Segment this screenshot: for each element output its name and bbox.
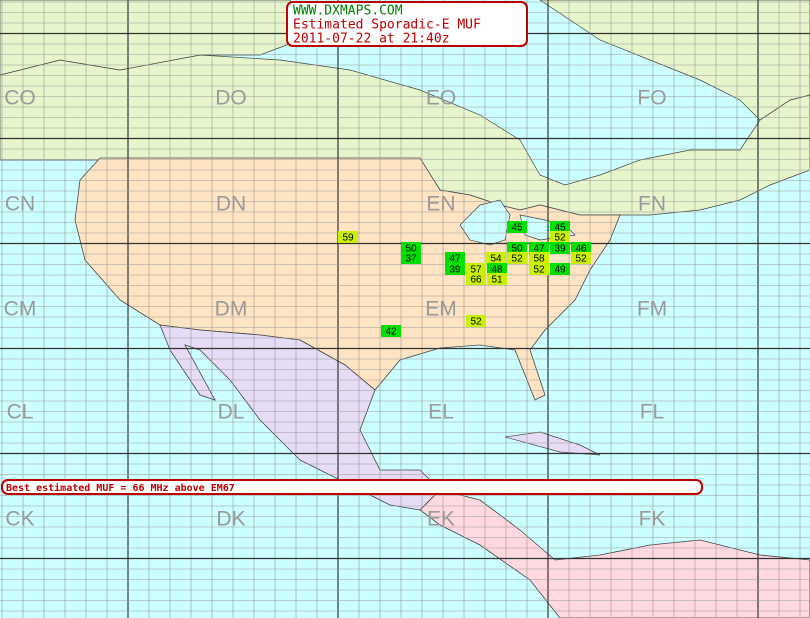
muf-value: 52 xyxy=(554,233,566,244)
muf-box xyxy=(529,252,549,264)
muf-box xyxy=(550,231,570,243)
grid-square-label: EK xyxy=(427,508,455,531)
header-box xyxy=(286,1,528,47)
muf-value: 50 xyxy=(405,244,417,255)
banner-box xyxy=(1,479,703,495)
muf-value: 52 xyxy=(511,254,523,265)
muf-box xyxy=(381,325,401,337)
muf-value: 39 xyxy=(449,265,461,276)
grid-square-label: FM xyxy=(637,298,667,321)
grid-square-label: CK xyxy=(5,508,34,531)
grid-square-label: CN xyxy=(5,193,35,216)
muf-box xyxy=(571,242,591,254)
muf-value: 50 xyxy=(511,244,523,255)
grid-square-label: DO xyxy=(215,87,247,110)
muf-box xyxy=(466,263,486,275)
muf-box xyxy=(445,263,465,275)
muf-box xyxy=(550,221,570,233)
muf-value: 66 xyxy=(470,275,482,286)
header-line: Estimated Sporadic-E MUF xyxy=(293,18,481,33)
grid-square-label: CM xyxy=(4,298,37,321)
muf-value: 45 xyxy=(511,223,523,234)
muf-value: 59 xyxy=(342,233,354,244)
grid-square-label: FN xyxy=(638,193,666,216)
muf-value: 52 xyxy=(533,265,545,276)
grid-square-label: EN xyxy=(426,193,455,216)
muf-value: 54 xyxy=(490,254,502,265)
muf-box xyxy=(338,231,358,243)
muf-box xyxy=(507,242,527,254)
muf-value: 52 xyxy=(575,254,587,265)
muf-box xyxy=(550,242,570,254)
grid-square-label: EL xyxy=(428,401,454,424)
grid-labels: CO DO EO FO CN DN EN FN CM DM EM FM CL DL EL FL CK DK EK FK xyxy=(4,87,668,531)
grid-square-label: FK xyxy=(639,508,666,531)
muf-box xyxy=(466,315,486,327)
muf-value: 47 xyxy=(449,254,461,265)
muf-value: 42 xyxy=(385,327,397,338)
muf-box xyxy=(550,263,570,275)
grid-square-label: FL xyxy=(640,401,665,424)
central-south-america xyxy=(419,489,810,618)
muf-value: 47 xyxy=(533,244,545,255)
muf-box xyxy=(486,252,506,264)
muf-value: 46 xyxy=(575,244,587,255)
muf-box xyxy=(529,263,549,275)
muf-value: 45 xyxy=(554,223,566,234)
muf-box xyxy=(401,252,421,264)
muf-value: 48 xyxy=(491,265,503,276)
header-line: 2011-07-22 at 21:40z xyxy=(293,32,450,47)
muf-box xyxy=(571,252,591,264)
grid-square-label: DK xyxy=(216,508,245,531)
muf-box xyxy=(487,263,507,275)
grid-square-label: DM xyxy=(215,298,248,321)
muf-box xyxy=(445,252,465,264)
muf-value: 58 xyxy=(533,254,545,265)
grid-square-label: CL xyxy=(7,401,34,424)
banner: Best estimated MUF = 66 MHz above EM67 xyxy=(6,482,235,494)
muf-value: 49 xyxy=(554,265,566,276)
header-line: WWW.DXMAPS.COM xyxy=(293,4,403,19)
grid-square-label: FO xyxy=(637,87,666,110)
muf-box xyxy=(507,221,527,233)
muf-value: 52 xyxy=(470,317,482,328)
muf-box xyxy=(507,252,527,264)
muf-box xyxy=(487,273,507,285)
muf-value: 57 xyxy=(470,265,482,276)
grid-square-label: EM xyxy=(425,298,457,321)
muf-value: 39 xyxy=(554,244,566,255)
muf-box xyxy=(529,242,549,254)
muf-value: 37 xyxy=(405,254,417,265)
grid-square-label: DL xyxy=(218,401,245,424)
muf-value: 51 xyxy=(491,275,503,286)
grid-square-label: CO xyxy=(4,87,36,110)
muf-box xyxy=(401,242,421,254)
muf-box xyxy=(466,273,486,285)
grid-square-label: DN xyxy=(216,193,246,216)
grid-square-label: EO xyxy=(426,87,456,110)
